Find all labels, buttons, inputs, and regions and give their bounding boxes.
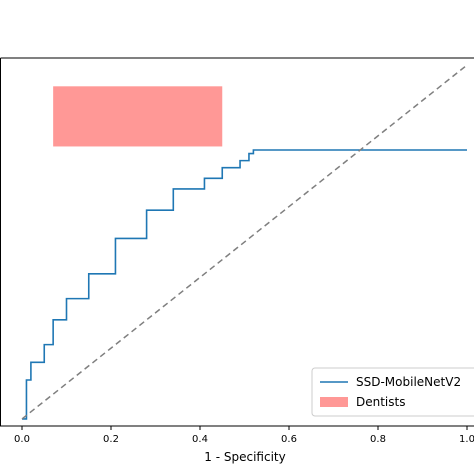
x-tick-label: 0.0 [14,434,30,445]
legend-box [311,367,474,417]
legend-swatch [320,397,348,407]
x-tick-label: 0.4 [192,434,208,445]
region-dentists [53,86,223,147]
legend: SSD-MobileNetV2 Dentists [311,367,474,417]
x-axis-label: 1 - Specificity [204,450,285,464]
x-tick-label: 0.2 [103,434,119,445]
x-axis: 0.0 0.2 0.4 0.6 0.8 1.0 [0,57,474,445]
x-tick-label: 1.0 [459,434,474,445]
x-tick-label: 0.8 [370,434,386,445]
x-tick-label: 0.6 [281,434,297,445]
series-line-ssd-mobilenetv2 [22,149,467,420]
legend-label: Dentists [356,395,405,409]
legend-label: SSD-MobileNetV2 [356,375,461,389]
plot-area [21,64,468,420]
series-line-chance [21,64,468,420]
